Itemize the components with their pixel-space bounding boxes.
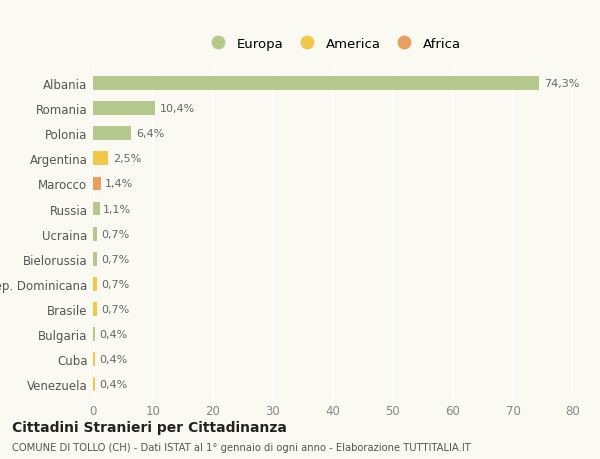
Bar (93, 252, 97, 266)
Bar (93, 302, 97, 316)
Bar (93, 102, 155, 116)
Bar (93, 377, 95, 391)
Text: 1,4%: 1,4% (105, 179, 133, 189)
Bar (93, 227, 97, 241)
Text: 0,4%: 0,4% (99, 379, 127, 389)
Bar (93, 77, 539, 91)
Bar (93, 327, 95, 341)
Bar (93, 202, 100, 216)
Text: 0,7%: 0,7% (101, 254, 129, 264)
Text: 1,1%: 1,1% (103, 204, 131, 214)
Text: COMUNE DI TOLLO (CH) - Dati ISTAT al 1° gennaio di ogni anno - Elaborazione TUTT: COMUNE DI TOLLO (CH) - Dati ISTAT al 1° … (12, 442, 471, 452)
Text: 0,4%: 0,4% (99, 329, 127, 339)
Bar (93, 353, 95, 366)
Text: 0,4%: 0,4% (99, 354, 127, 364)
Text: 6,4%: 6,4% (136, 129, 164, 139)
Bar (93, 127, 131, 141)
Text: Cittadini Stranieri per Cittadinanza: Cittadini Stranieri per Cittadinanza (12, 420, 287, 434)
Bar (93, 152, 108, 166)
Text: 74,3%: 74,3% (544, 79, 579, 89)
Legend: Europa, America, Africa: Europa, America, Africa (200, 33, 466, 56)
Bar (93, 177, 101, 191)
Text: 0,7%: 0,7% (101, 279, 129, 289)
Bar (93, 277, 97, 291)
Text: 10,4%: 10,4% (160, 104, 196, 114)
Text: 0,7%: 0,7% (101, 304, 129, 314)
Text: 0,7%: 0,7% (101, 229, 129, 239)
Text: 2,5%: 2,5% (113, 154, 141, 164)
